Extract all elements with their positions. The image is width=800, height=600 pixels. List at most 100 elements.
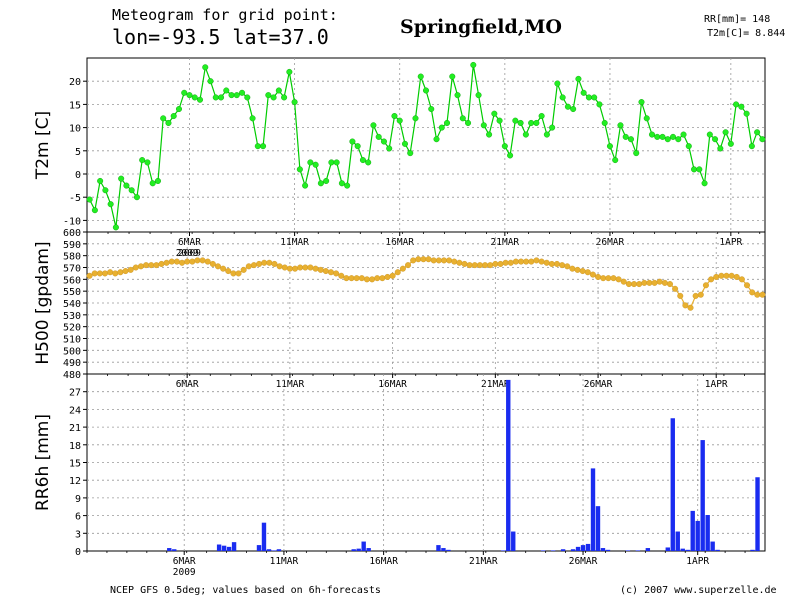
data-point bbox=[492, 260, 499, 267]
x-tick-label: 21MAR bbox=[469, 556, 498, 567]
data-point bbox=[696, 166, 703, 173]
data-point bbox=[358, 275, 365, 282]
x-tick-label: 11MAR bbox=[280, 237, 309, 248]
footer-right: (c) 2007 www.superzelle.de bbox=[620, 585, 777, 596]
data-point bbox=[137, 263, 144, 270]
data-point bbox=[446, 257, 453, 264]
data-point bbox=[160, 115, 167, 122]
data-point bbox=[600, 275, 607, 282]
bar bbox=[501, 550, 506, 551]
bar bbox=[625, 550, 631, 551]
data-point bbox=[708, 276, 715, 283]
data-point bbox=[204, 258, 211, 265]
y-tick-label: 600 bbox=[63, 228, 81, 239]
data-point bbox=[507, 152, 514, 159]
data-point bbox=[170, 112, 177, 119]
x-tick-label: 16MAR bbox=[378, 379, 407, 390]
data-point bbox=[430, 257, 437, 264]
data-point bbox=[475, 92, 482, 99]
y-tick-label: 12 bbox=[69, 476, 81, 487]
data-point bbox=[191, 94, 198, 101]
data-point bbox=[528, 119, 535, 126]
data-point bbox=[496, 117, 503, 124]
data-point bbox=[610, 275, 617, 282]
data-point bbox=[517, 119, 524, 126]
data-point bbox=[435, 257, 442, 264]
data-point bbox=[225, 268, 232, 275]
data-point bbox=[574, 266, 581, 273]
y-tick-label: 21 bbox=[69, 423, 81, 434]
data-point bbox=[153, 262, 160, 269]
data-point bbox=[181, 89, 188, 96]
data-point bbox=[189, 258, 196, 265]
bar bbox=[700, 440, 705, 551]
y-axis-label: T2m [C] bbox=[33, 111, 53, 180]
data-point bbox=[173, 258, 180, 265]
data-point bbox=[664, 136, 671, 143]
data-point bbox=[470, 61, 477, 68]
data-point bbox=[254, 143, 261, 150]
data-point bbox=[117, 269, 124, 276]
bar bbox=[665, 547, 670, 551]
data-point bbox=[389, 272, 396, 279]
data-point bbox=[122, 268, 129, 275]
y-tick-label: 18 bbox=[69, 441, 81, 452]
bar bbox=[590, 468, 596, 551]
y-tick-label: 480 bbox=[63, 370, 81, 381]
data-point bbox=[754, 129, 761, 136]
data-point bbox=[322, 268, 329, 275]
data-point bbox=[323, 177, 330, 184]
data-point bbox=[651, 279, 658, 286]
data-point bbox=[228, 92, 235, 99]
bar bbox=[441, 548, 446, 551]
y-tick-label: 24 bbox=[69, 405, 81, 416]
data-point bbox=[148, 262, 155, 269]
data-point bbox=[423, 87, 430, 94]
bar bbox=[580, 545, 586, 551]
bar bbox=[351, 549, 356, 551]
data-point bbox=[559, 94, 566, 101]
data-point bbox=[451, 258, 458, 265]
data-point bbox=[601, 119, 608, 126]
data-point bbox=[379, 275, 386, 282]
data-point bbox=[127, 266, 134, 273]
bar bbox=[540, 550, 546, 551]
bar bbox=[705, 515, 710, 551]
x-tick-label: 26MAR bbox=[596, 237, 625, 248]
data-point bbox=[487, 262, 494, 269]
bar bbox=[271, 550, 277, 551]
data-point bbox=[286, 265, 293, 272]
data-point bbox=[359, 157, 366, 164]
data-point bbox=[697, 291, 704, 298]
data-point bbox=[425, 256, 432, 263]
location-title: Springfield,MO bbox=[400, 16, 562, 38]
data-point bbox=[302, 182, 309, 189]
data-point bbox=[456, 259, 463, 266]
data-point bbox=[759, 136, 766, 143]
data-point bbox=[575, 75, 582, 82]
data-point bbox=[654, 133, 661, 140]
panel-frame bbox=[86, 57, 766, 233]
y-tick-label: 540 bbox=[63, 299, 81, 310]
data-point bbox=[312, 265, 319, 272]
data-point bbox=[482, 262, 489, 269]
data-point bbox=[738, 103, 745, 110]
data-point bbox=[168, 258, 175, 265]
data-point bbox=[407, 150, 414, 157]
y-tick-label: 15 bbox=[69, 100, 81, 111]
data-point bbox=[369, 276, 376, 283]
data-point bbox=[412, 115, 419, 122]
x-year-label: 2009 bbox=[176, 248, 199, 259]
data-point bbox=[636, 281, 643, 288]
y-tick-label: 3 bbox=[75, 529, 81, 540]
bar bbox=[436, 545, 441, 551]
data-point bbox=[672, 285, 679, 292]
y-tick-label: 500 bbox=[63, 346, 81, 357]
bar bbox=[755, 477, 760, 551]
data-point bbox=[249, 115, 256, 122]
data-point bbox=[579, 268, 586, 275]
data-point bbox=[218, 94, 225, 101]
x-year-label: 2009 bbox=[178, 248, 201, 259]
y-tick-label: 560 bbox=[63, 275, 81, 286]
y-tick-label: 0 bbox=[75, 170, 81, 181]
